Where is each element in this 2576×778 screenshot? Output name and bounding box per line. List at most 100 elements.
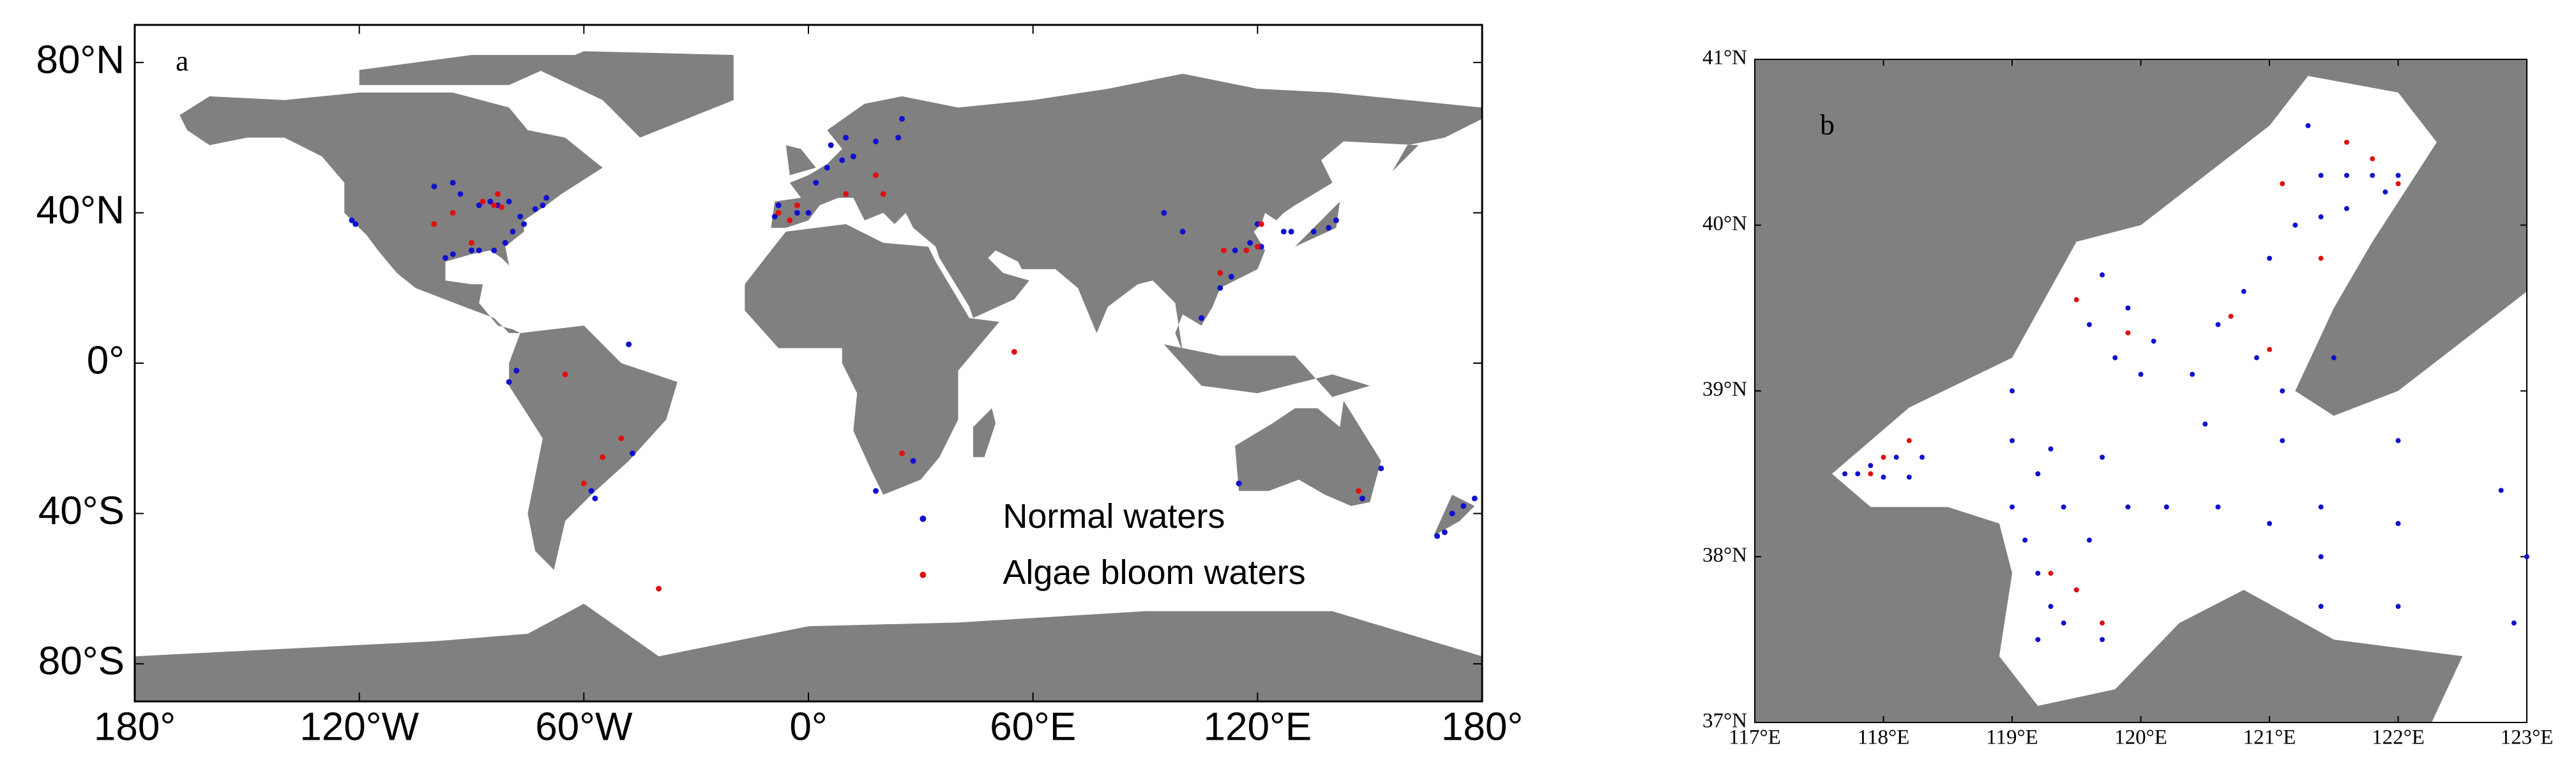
data-point: [1868, 463, 1874, 468]
data-point: [2048, 604, 2054, 610]
x-tick-label: 60°E: [990, 705, 1076, 749]
data-point: [2228, 313, 2234, 319]
data-point: [2254, 355, 2259, 361]
data-point: [2395, 181, 2401, 186]
data-point: [1906, 474, 1912, 480]
data-point: [506, 198, 512, 205]
data-point: [2395, 172, 2401, 178]
data-point: [656, 585, 662, 592]
data-point: [588, 488, 595, 494]
data-point: [2100, 272, 2105, 278]
data-point: [506, 378, 512, 385]
data-point: [2022, 537, 2028, 543]
x-tick-label: 60°W: [535, 705, 633, 749]
data-point: [873, 488, 879, 494]
data-point: [2100, 620, 2105, 626]
data-point: [2010, 504, 2015, 510]
data-point: [1881, 474, 1886, 480]
data-point: [910, 458, 916, 464]
data-point: [899, 450, 905, 456]
data-point: [1236, 480, 1242, 486]
y-tick-label: 40°N: [36, 188, 125, 232]
data-point: [1868, 471, 1874, 477]
data-point: [2086, 537, 2092, 543]
y-tick-label: 0°: [87, 338, 125, 382]
data-point: [469, 247, 474, 253]
data-point: [476, 202, 482, 209]
data-point: [775, 202, 782, 209]
x-tick-label: 118°E: [1858, 726, 1910, 749]
data-point: [1247, 240, 1254, 246]
data-point: [431, 183, 437, 190]
data-point: [1217, 285, 1224, 291]
data-point: [2073, 297, 2079, 303]
x-tick-label: 120°W: [299, 705, 419, 749]
data-point: [794, 202, 800, 209]
data-point: [540, 202, 546, 209]
data-point: [600, 454, 606, 460]
data-point: [2267, 255, 2272, 261]
data-point: [873, 172, 879, 179]
data-point: [2318, 554, 2324, 560]
data-point: [2035, 571, 2041, 576]
data-point: [450, 251, 456, 257]
data-point: [562, 371, 568, 378]
bohai-map: [1755, 59, 2527, 722]
data-point: [771, 213, 778, 220]
world-map: [135, 25, 1482, 701]
data-point: [2035, 637, 2041, 643]
data-point: [2112, 355, 2118, 361]
data-point: [1359, 495, 1365, 502]
data-point: [787, 217, 793, 223]
data-point: [824, 165, 830, 171]
data-point: [843, 135, 849, 141]
data-point: [2344, 206, 2349, 211]
legend-label: Algae bloom waters: [1003, 553, 1305, 592]
data-point: [442, 255, 448, 261]
data-point: [2035, 471, 2041, 477]
data-point: [2241, 288, 2246, 294]
data-point: [2383, 189, 2388, 195]
data-point: [2138, 371, 2144, 377]
data-point: [2344, 139, 2349, 145]
y-tick-label: 80°S: [38, 639, 125, 683]
data-point: [352, 221, 359, 227]
x-tick-label: 122°E: [2372, 726, 2425, 749]
data-point: [794, 209, 800, 216]
data-point: [1280, 228, 1287, 235]
data-point: [1434, 533, 1441, 539]
data-point: [1217, 270, 1224, 276]
data-point: [431, 221, 437, 227]
data-point: [873, 138, 879, 145]
data-point: [2292, 222, 2298, 228]
data-point: [1254, 243, 1261, 250]
data-point: [2318, 172, 2324, 178]
legend-marker: [920, 515, 927, 522]
data-point: [828, 142, 834, 148]
data-point: [480, 198, 486, 205]
data-point: [775, 209, 782, 216]
data-point: [513, 368, 520, 374]
data-point: [491, 202, 497, 209]
y-tick-label: 40°S: [38, 489, 125, 533]
data-point: [495, 191, 501, 197]
y-tick-label: 39°N: [1702, 378, 1747, 401]
data-point: [899, 116, 905, 122]
x-tick-label: 119°E: [1986, 726, 2038, 749]
data-point: [1221, 247, 1227, 253]
data-point: [1356, 488, 1362, 494]
data-point: [491, 247, 497, 253]
data-point: [618, 435, 625, 442]
data-point: [839, 157, 845, 163]
data-point: [1258, 221, 1264, 227]
panel-label: b: [1820, 108, 1835, 141]
data-point: [1179, 228, 1186, 235]
data-point: [1378, 465, 1384, 472]
data-point: [1228, 274, 1234, 280]
data-point: [2511, 620, 2517, 626]
data-point: [592, 495, 598, 502]
data-point: [813, 179, 819, 186]
x-tick-label: 120°E: [1204, 705, 1312, 749]
data-point: [1460, 503, 1467, 509]
